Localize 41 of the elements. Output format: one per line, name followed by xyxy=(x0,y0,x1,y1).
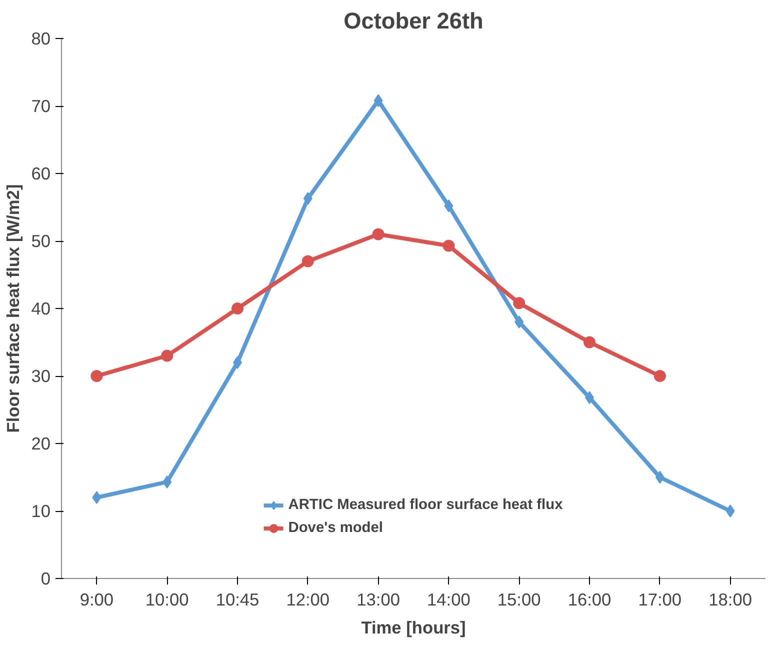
point xyxy=(162,475,172,488)
y-tick-label: 10 xyxy=(31,501,51,521)
point xyxy=(374,94,383,108)
y-tick-label: 70 xyxy=(31,96,51,116)
point xyxy=(303,192,312,205)
point xyxy=(584,336,596,348)
chart-title: October 26th xyxy=(344,8,484,34)
y-tick-label: 0 xyxy=(40,568,51,588)
y-tick-label: 30 xyxy=(31,366,51,386)
point xyxy=(92,491,102,504)
x-tick-label: 9:00 xyxy=(80,590,114,610)
point xyxy=(444,199,454,212)
x-tick-label: 16:00 xyxy=(568,590,612,610)
x-tick-label: 17:00 xyxy=(638,590,682,610)
point xyxy=(302,255,314,268)
x-tick-label: 10:45 xyxy=(216,590,260,610)
x-tick-label: 12:00 xyxy=(286,590,330,610)
point xyxy=(161,350,174,362)
point xyxy=(654,370,666,382)
y-tick-label: 40 xyxy=(31,298,51,318)
x-tick-label: 10:00 xyxy=(145,590,189,610)
legend-label: ARTIC Measured floor surface heat flux xyxy=(288,497,563,513)
point xyxy=(726,504,735,518)
x-tick-label: 15:00 xyxy=(497,590,541,610)
y-tick-label: 50 xyxy=(31,231,51,251)
point xyxy=(90,370,103,382)
point xyxy=(655,470,664,484)
legend-label: Dove's model xyxy=(288,520,383,536)
x-tick-label: 18:00 xyxy=(708,590,752,610)
point xyxy=(372,228,384,240)
point xyxy=(513,297,526,310)
x-axis-title: Time [hours] xyxy=(361,618,466,638)
y-tick-label: 60 xyxy=(31,164,51,184)
point xyxy=(232,302,244,314)
y-axis-title: Floor surface heat flux [W/m2] xyxy=(3,184,24,433)
point xyxy=(442,240,455,252)
y-tick-label: 20 xyxy=(31,434,51,454)
x-tick-label: 14:00 xyxy=(427,590,470,610)
y-tick-label: 80 xyxy=(31,28,51,48)
point xyxy=(514,316,524,328)
x-tick-label: 13:00 xyxy=(356,590,400,610)
